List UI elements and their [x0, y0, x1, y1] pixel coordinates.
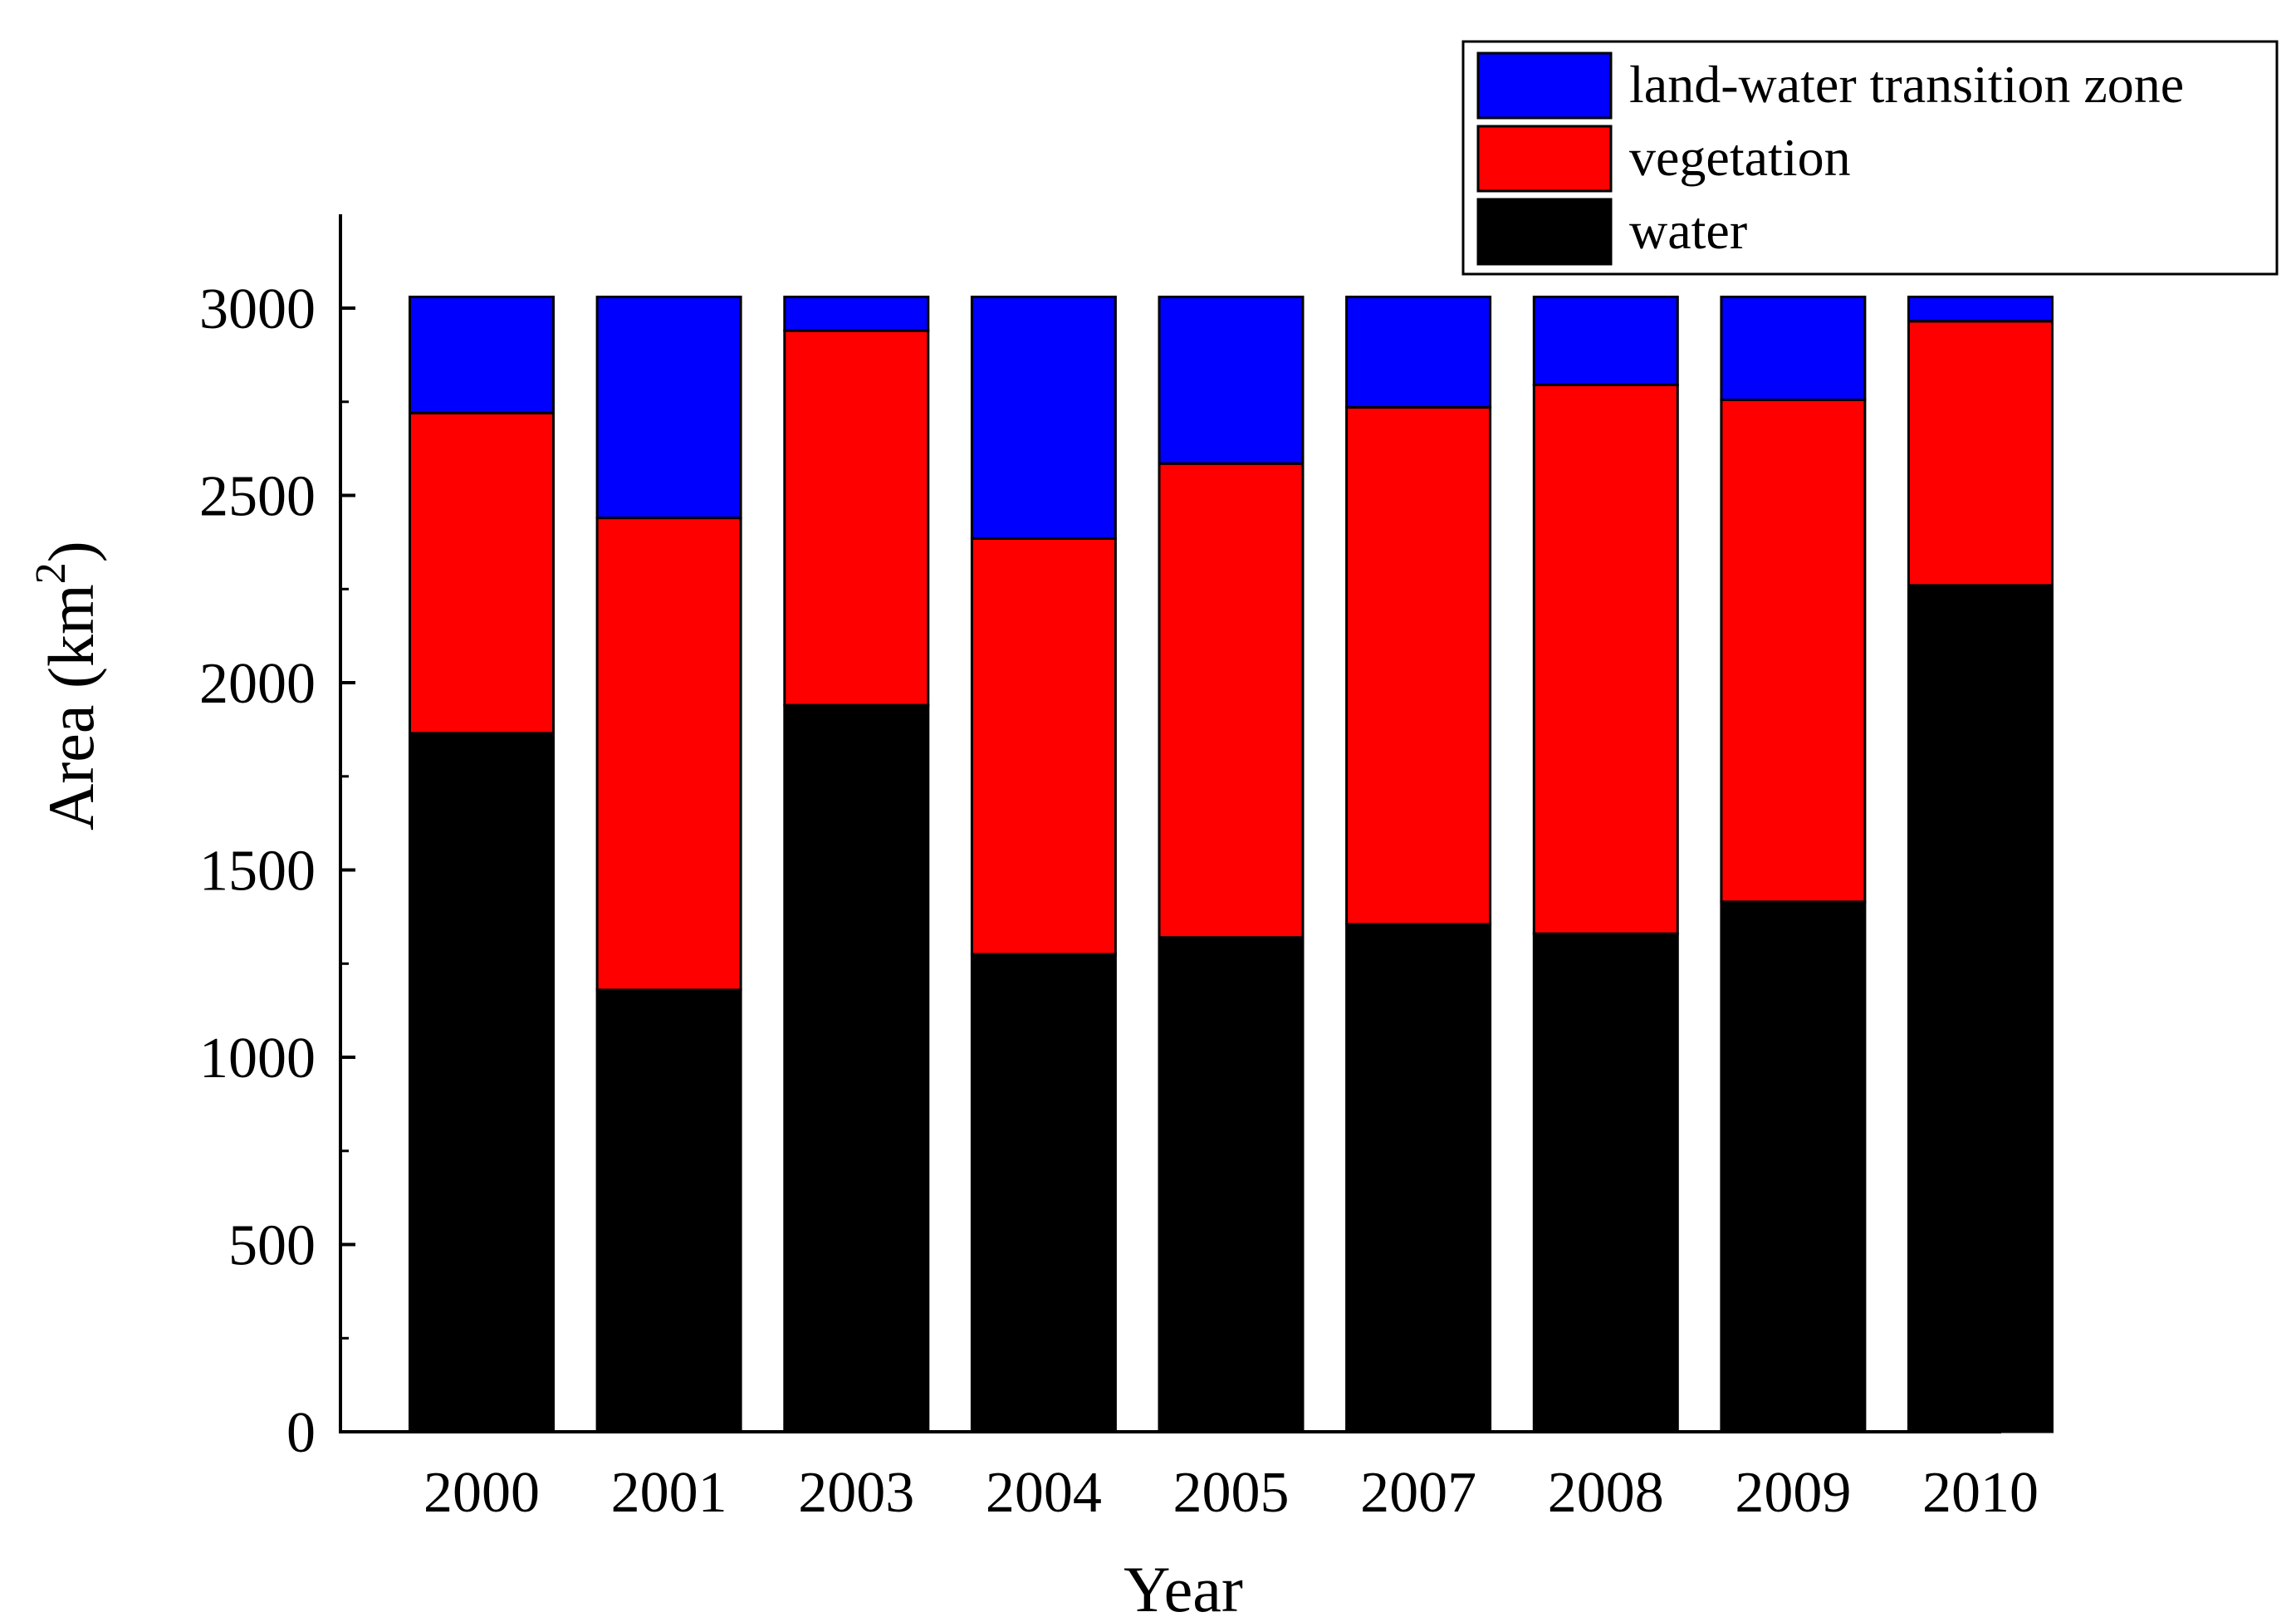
x-tick-label: 2004: [986, 1461, 1102, 1525]
bar-land-water-transition-zone-2003: [783, 296, 930, 332]
bar-vegetation-2009: [1720, 399, 1867, 904]
y-axis-title-close: ): [35, 541, 107, 562]
bar-water-2005: [1158, 936, 1305, 1433]
bar-vegetation-2008: [1532, 384, 1679, 935]
legend-label: water: [1629, 201, 1747, 260]
bar-land-water-transition-zone-2001: [595, 296, 742, 520]
axes-layer: [339, 214, 2001, 1433]
bar-land-water-transition-zone-2007: [1345, 296, 1492, 409]
legend-swatch-land-water-transition-zone: [1476, 51, 1613, 120]
bar-vegetation-2003: [783, 329, 930, 707]
bar-water-2007: [1345, 923, 1492, 1433]
bar-water-2001: [595, 988, 742, 1433]
legend-label: land-water transition zone: [1629, 55, 2184, 114]
x-tick-label: 2010: [1922, 1461, 2039, 1525]
x-tick-label: 2007: [1360, 1461, 1476, 1525]
x-axis-title: Year: [1124, 1553, 1243, 1617]
y-tick-label: 500: [228, 1214, 316, 1278]
y-tick-label: 1500: [199, 840, 316, 904]
y-tick-label: 2500: [199, 465, 316, 529]
bar-water-2009: [1720, 900, 1867, 1433]
y-tick-label: 0: [286, 1401, 316, 1465]
x-tick-label: 2000: [423, 1461, 540, 1525]
y-tick-label: 3000: [199, 277, 316, 341]
legend-label: vegetation: [1629, 128, 1851, 187]
bar-land-water-transition-zone-2004: [970, 296, 1117, 540]
x-tick-label: 2005: [1173, 1461, 1290, 1525]
x-tick-label: 2001: [611, 1461, 727, 1525]
legend-swatch-water: [1476, 198, 1613, 266]
y-tick-label: 1000: [199, 1027, 316, 1090]
bars-layer: [409, 296, 2054, 1433]
bar-vegetation-2005: [1158, 462, 1305, 939]
bar-water-2003: [783, 703, 930, 1433]
bar-land-water-transition-zone-2000: [409, 296, 555, 414]
bar-vegetation-2010: [1907, 320, 2054, 587]
bar-vegetation-2004: [970, 537, 1117, 956]
bar-water-2000: [409, 732, 555, 1433]
bar-water-2008: [1532, 932, 1679, 1433]
bar-land-water-transition-zone-2008: [1532, 296, 1679, 386]
bar-land-water-transition-zone-2010: [1907, 296, 2054, 323]
bar-vegetation-2000: [409, 411, 555, 735]
y-axis-title: Area (km2): [27, 541, 107, 831]
bar-land-water-transition-zone-2005: [1158, 296, 1305, 465]
legend-swatch-vegetation: [1476, 125, 1613, 193]
x-tick-label: 2009: [1735, 1461, 1851, 1525]
bar-water-2010: [1907, 584, 2054, 1433]
y-axis-title-superscript: 2: [27, 562, 75, 584]
legend: land-water transition zone vegetation wate…: [1461, 40, 2279, 276]
bar-land-water-transition-zone-2009: [1720, 296, 1867, 401]
bar-vegetation-2001: [595, 517, 742, 992]
y-axis-title-main: Area (km: [35, 584, 107, 831]
x-tick-label: 2008: [1548, 1461, 1664, 1525]
x-tick-label: 2003: [798, 1461, 914, 1525]
ticks-layer: 0 500 1000 1500 2000 2500 3000: [199, 277, 355, 1465]
y-tick-label: 2000: [199, 652, 316, 716]
bar-vegetation-2007: [1345, 406, 1492, 926]
bar-water-2004: [970, 953, 1117, 1433]
x-tick-labels: 2000 2001 2003 2004 2005 2007 2008 2009 2010: [423, 1461, 2039, 1525]
legend-entries: land-water transition zone vegetation wate…: [1476, 51, 2184, 266]
